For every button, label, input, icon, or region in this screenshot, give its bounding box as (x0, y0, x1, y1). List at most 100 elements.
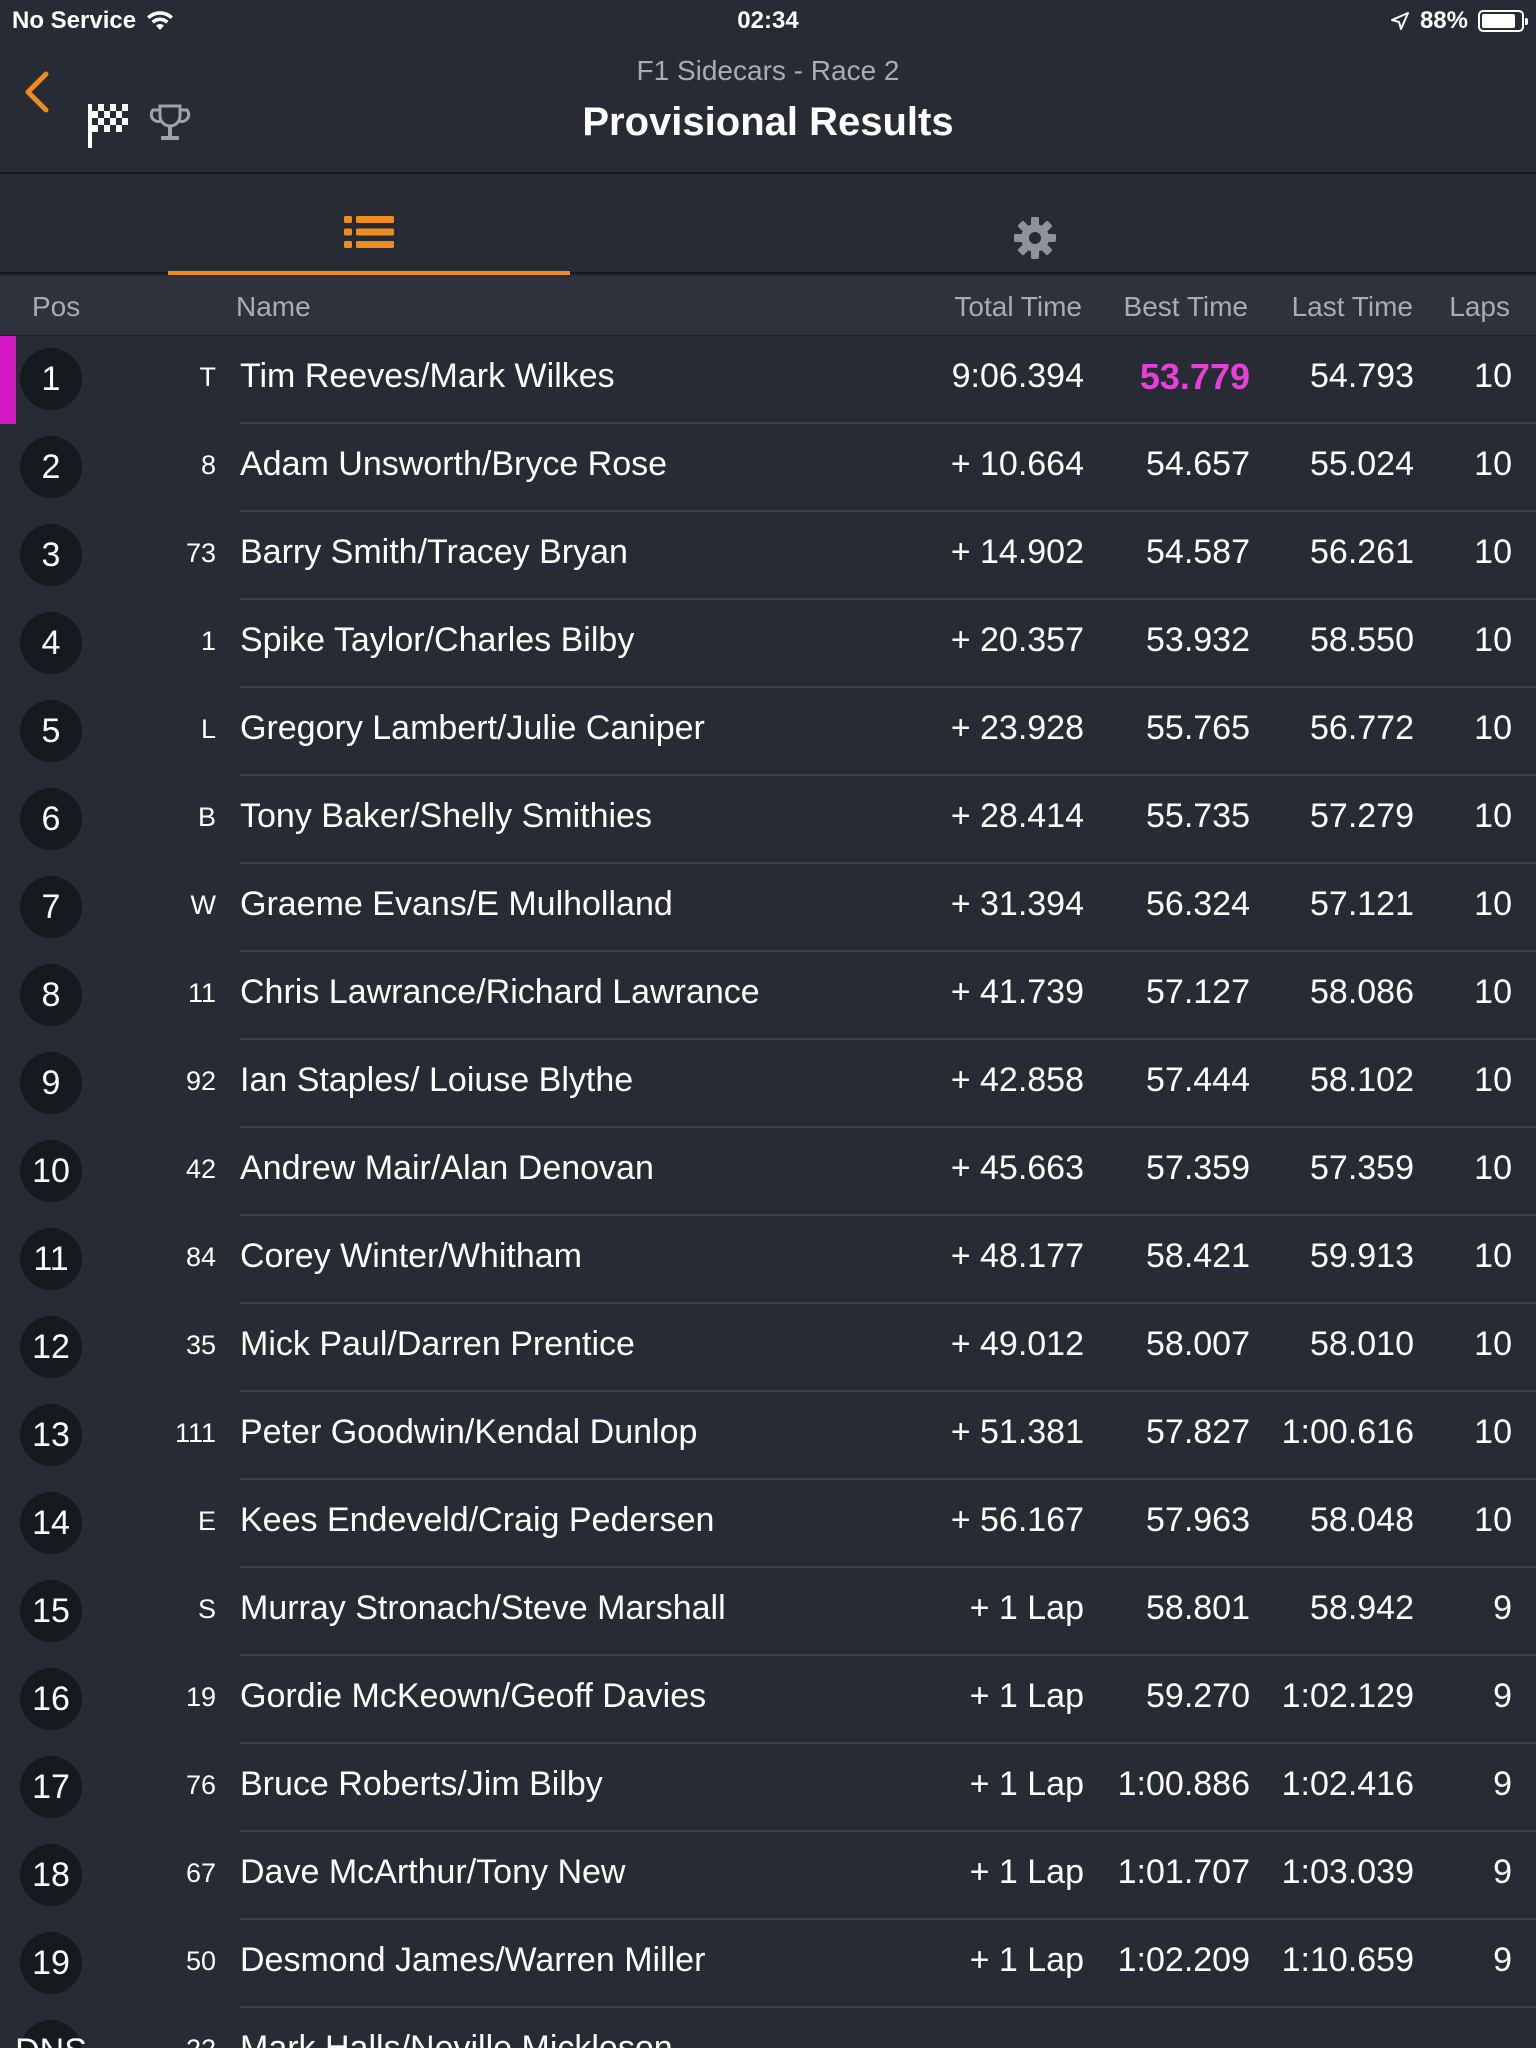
position-badge: 3 (20, 524, 82, 586)
laps-count: 10 (1474, 885, 1512, 923)
best-time: 58.801 (1146, 1589, 1250, 1627)
position-badge: 6 (20, 788, 82, 850)
column-header-laps[interactable]: Laps (1449, 291, 1510, 322)
checkered-flag-icon[interactable] (86, 100, 132, 150)
position-badge: 7 (20, 876, 82, 938)
column-header-pos[interactable]: Pos (32, 291, 81, 322)
total-time: + 31.394 (950, 885, 1084, 923)
position-badge: 2 (20, 436, 82, 498)
table-row[interactable]: 5 L Gregory Lambert/Julie Caniper + 23.928 5… (0, 688, 1536, 776)
table-row[interactable]: 14 E Kees Endeveld/Craig Pedersen + 56.167 5… (0, 1480, 1536, 1568)
row-divider (240, 1478, 1536, 1480)
results-table-header: Pos Name Total Time Best Time Last Time … (0, 276, 1536, 336)
total-time: + 23.928 (950, 709, 1084, 747)
position-badge: 15 (20, 1580, 82, 1642)
crew-name: Tim Reeves/Mark Wilkes (240, 357, 615, 395)
sidecar-number: 76 (185, 1770, 216, 1800)
location-arrow-icon (1390, 12, 1409, 30)
tab-settings[interactable] (834, 176, 1236, 274)
last-time: 58.102 (1310, 1061, 1414, 1099)
table-row[interactable]: 16 19 Gordie McKeown/Geoff Davies + 1 Lap 59… (0, 1656, 1536, 1744)
results-list: 1 T Tim Reeves/Mark Wilkes 9:06.394 53.779 54… (0, 336, 1536, 2048)
table-row[interactable]: DNS 22 Mark Halls/Neville Mickleson (0, 2008, 1536, 2048)
sidecar-number: 42 (185, 1154, 216, 1184)
last-time: 1:02.416 (1281, 1765, 1414, 1803)
laps-count: 10 (1474, 973, 1512, 1011)
total-time: + 48.177 (950, 1237, 1084, 1275)
crew-name: Spike Taylor/Charles Bilby (240, 621, 635, 659)
best-time: 54.657 (1146, 445, 1250, 483)
laps-count: 10 (1474, 797, 1512, 835)
table-row[interactable]: 6 B Tony Baker/Shelly Smithies + 28.414 55.7… (0, 776, 1536, 864)
table-row[interactable]: 1 T Tim Reeves/Mark Wilkes 9:06.394 53.779 54… (0, 336, 1536, 424)
table-row[interactable]: 8 11 Chris Lawrance/Richard Lawrance + 41.7… (0, 952, 1536, 1040)
row-divider (240, 686, 1536, 688)
sidecar-number: 84 (185, 1242, 216, 1272)
table-row[interactable]: 18 67 Dave McArthur/Tony New + 1 Lap 1:01.70… (0, 1832, 1536, 1920)
laps-count: 9 (1493, 1853, 1512, 1891)
best-time: 1:01.707 (1117, 1853, 1250, 1891)
page-title: Provisional Results (582, 100, 954, 144)
table-row[interactable]: 13 111 Peter Goodwin/Kendal Dunlop + 51.381… (0, 1392, 1536, 1480)
row-divider (240, 950, 1536, 952)
table-row[interactable]: 2 8 Adam Unsworth/Bryce Rose + 10.664 54.657… (0, 424, 1536, 512)
column-header-total-time[interactable]: Total Time (954, 291, 1082, 322)
table-row[interactable]: 7 W Graeme Evans/E Mulholland + 31.394 56.32… (0, 864, 1536, 952)
battery-percent: 88% (1419, 7, 1468, 34)
table-row[interactable]: 4 1 Spike Taylor/Charles Bilby + 20.357 53.9… (0, 600, 1536, 688)
crew-name: Kees Endeveld/Craig Pedersen (240, 1501, 715, 1539)
best-time: 58.421 (1146, 1237, 1250, 1275)
tab-bar (0, 176, 1536, 275)
crew-name: Ian Staples/ Loiuse Blythe (240, 1061, 634, 1099)
table-row[interactable]: 17 76 Bruce Roberts/Jim Bilby + 1 Lap 1:00.8… (0, 1744, 1536, 1832)
nav-header: F1 Sidecars - Race 2 Provisional Results (0, 40, 1536, 174)
active-tab-indicator (168, 271, 570, 275)
last-time: 54.793 (1310, 357, 1414, 395)
table-row[interactable]: 10 42 Andrew Mair/Alan Denovan + 45.663 57.3… (0, 1128, 1536, 1216)
laps-count: 10 (1474, 1413, 1512, 1451)
row-divider (240, 1302, 1536, 1304)
best-time: 55.765 (1146, 709, 1250, 747)
position-badge: 14 (20, 1492, 82, 1554)
row-divider (240, 1566, 1536, 1568)
table-row[interactable]: 15 S Murray Stronach/Steve Marshall + 1 Lap… (0, 1568, 1536, 1656)
row-divider (240, 1654, 1536, 1656)
table-row[interactable]: 12 35 Mick Paul/Darren Prentice + 49.012 58.… (0, 1304, 1536, 1392)
table-row[interactable]: 19 50 Desmond James/Warren Miller + 1 Lap 1:… (0, 1920, 1536, 2008)
table-row[interactable]: 3 73 Barry Smith/Tracey Bryan + 14.902 54.58… (0, 512, 1536, 600)
row-divider (240, 422, 1536, 424)
sidecar-number: E (197, 1506, 216, 1536)
best-time: 57.444 (1146, 1061, 1250, 1099)
sidecar-number: S (197, 1594, 216, 1624)
total-time: + 1 Lap (969, 1589, 1084, 1627)
trophy-icon[interactable] (148, 102, 192, 148)
table-row[interactable]: 9 92 Ian Staples/ Loiuse Blythe + 42.858 57.… (0, 1040, 1536, 1128)
total-time: + 49.012 (950, 1325, 1084, 1363)
position-badge: 5 (20, 700, 82, 762)
table-row[interactable]: 11 84 Corey Winter/Whitham + 48.177 58.421 59… (0, 1216, 1536, 1304)
crew-name: Peter Goodwin/Kendal Dunlop (240, 1413, 698, 1451)
tab-results-list[interactable] (168, 176, 570, 275)
position-badge: 4 (20, 612, 82, 674)
column-header-best-time[interactable]: Best Time (1123, 291, 1248, 322)
wifi-icon (147, 11, 174, 30)
last-time: 1:00.616 (1281, 1413, 1414, 1451)
sidecar-number: W (190, 890, 216, 920)
laps-count: 10 (1474, 445, 1512, 483)
best-time: 57.127 (1146, 973, 1250, 1011)
column-header-name[interactable]: Name (236, 291, 311, 322)
total-time: + 14.902 (950, 533, 1084, 571)
total-time: + 28.414 (950, 797, 1084, 835)
back-button[interactable] (18, 60, 62, 120)
crew-name: Gordie McKeown/Geoff Davies (240, 1677, 707, 1715)
sidecar-number: 22 (186, 2034, 216, 2048)
best-time: 57.827 (1146, 1413, 1250, 1451)
column-header-last-time[interactable]: Last Time (1291, 291, 1413, 322)
status-bar: No Service 02:34 88% (0, 0, 1536, 40)
total-time: + 1 Lap (969, 1677, 1084, 1715)
laps-count: 10 (1474, 1061, 1512, 1099)
last-time: 57.359 (1310, 1149, 1414, 1187)
last-time: 58.942 (1310, 1589, 1414, 1627)
position-badge: 10 (20, 1140, 82, 1202)
best-time: 53.932 (1146, 621, 1250, 659)
